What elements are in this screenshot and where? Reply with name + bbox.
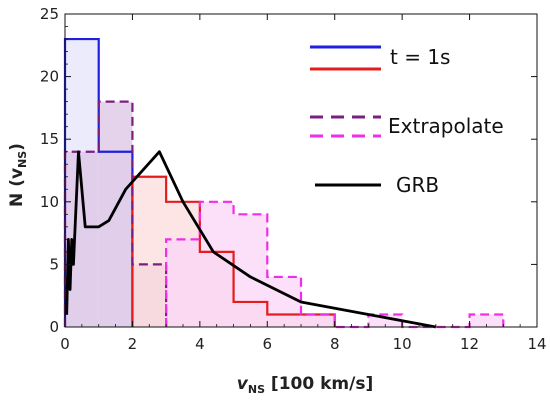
y-tick-label-20: 20 bbox=[40, 68, 59, 86]
y-tick-label-10: 10 bbox=[40, 193, 59, 211]
histogram-fills bbox=[65, 39, 504, 327]
hist-bar-s1-bin0 bbox=[132, 176, 167, 327]
y-tick-label-0: 0 bbox=[49, 318, 59, 336]
x-tick-label-14: 14 bbox=[527, 335, 546, 353]
y-axis-label: N (vNS) bbox=[7, 143, 29, 207]
hist-bar-s3-bin2 bbox=[233, 214, 268, 327]
x-tick-label-6: 6 bbox=[263, 335, 273, 353]
hist-step-line-s2 bbox=[63, 100, 168, 327]
y-axis-ticks: 0 5 10 15 20 25 bbox=[40, 5, 537, 336]
hist-bar-s3-bin4 bbox=[301, 314, 335, 327]
x-tick-label-10: 10 bbox=[393, 335, 412, 353]
hist-bar-s2-bin1 bbox=[98, 101, 133, 327]
grb-line bbox=[65, 150, 437, 329]
x-tick-label-8: 8 bbox=[330, 335, 340, 353]
hist-bar-s3-bin6 bbox=[368, 314, 403, 327]
x-axis-ticks: 0 2 4 6 8 10 12 14 bbox=[60, 14, 547, 353]
y-tick-label-15: 15 bbox=[40, 130, 59, 148]
x-tick-label-4: 4 bbox=[195, 335, 205, 353]
hist-bar-s3-bin3 bbox=[267, 276, 301, 327]
hist-bar-s3-bin1 bbox=[199, 201, 234, 327]
legend-label-grb: GRB bbox=[396, 173, 439, 197]
legend: t = 1s Extrapolate GRB bbox=[310, 45, 504, 197]
x-tick-label-0: 0 bbox=[60, 335, 70, 353]
y-tick-label-5: 5 bbox=[49, 255, 59, 273]
legend-label-t1s: t = 1s bbox=[390, 45, 450, 69]
x-axis-label: vNS [100 km/s] bbox=[237, 374, 373, 396]
hist-bar-s3-bin9 bbox=[469, 314, 504, 327]
grb-line-layer bbox=[65, 150, 437, 329]
x-tick-label-12: 12 bbox=[460, 335, 479, 353]
x-tick-label-2: 2 bbox=[128, 335, 138, 353]
y-tick-label-25: 25 bbox=[40, 5, 59, 23]
legend-label-extrapolate: Extrapolate bbox=[388, 114, 504, 138]
hist-bar-s3-bin0 bbox=[166, 239, 200, 327]
